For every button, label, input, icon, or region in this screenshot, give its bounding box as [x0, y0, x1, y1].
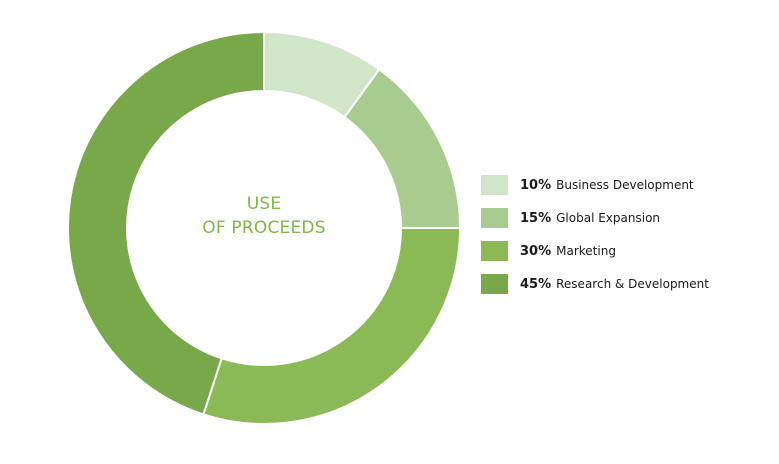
legend-swatch [481, 241, 508, 261]
donut-slice-research-development [67, 30, 265, 416]
legend-label: Global Expansion [556, 211, 661, 225]
center-title-line-2: OF PROCEEDS [202, 218, 326, 238]
legend-percent: 45% [520, 276, 552, 292]
legend-label: Marketing [556, 244, 616, 258]
legend-percent: 15% [520, 210, 552, 226]
legend-swatch [481, 274, 508, 294]
legend-percent: 10% [520, 177, 552, 193]
legend-label: Business Development [556, 178, 694, 192]
legend-item-business-development: 10% Business Development [481, 174, 709, 196]
donut-slices [67, 30, 462, 425]
legend: 10% Business Development 15% Global Expa… [481, 174, 709, 306]
legend-item-research-development: 45% Research & Development [481, 273, 709, 295]
legend-item-marketing: 30% Marketing [481, 240, 709, 262]
legend-label: Research & Development [556, 277, 709, 291]
center-title-line-1: USE [246, 194, 282, 214]
legend-percent: 30% [520, 243, 552, 259]
donut-slice-marketing [202, 227, 462, 425]
legend-swatch [481, 208, 508, 228]
legend-item-global-expansion: 15% Global Expansion [481, 207, 709, 229]
legend-swatch [481, 175, 508, 195]
